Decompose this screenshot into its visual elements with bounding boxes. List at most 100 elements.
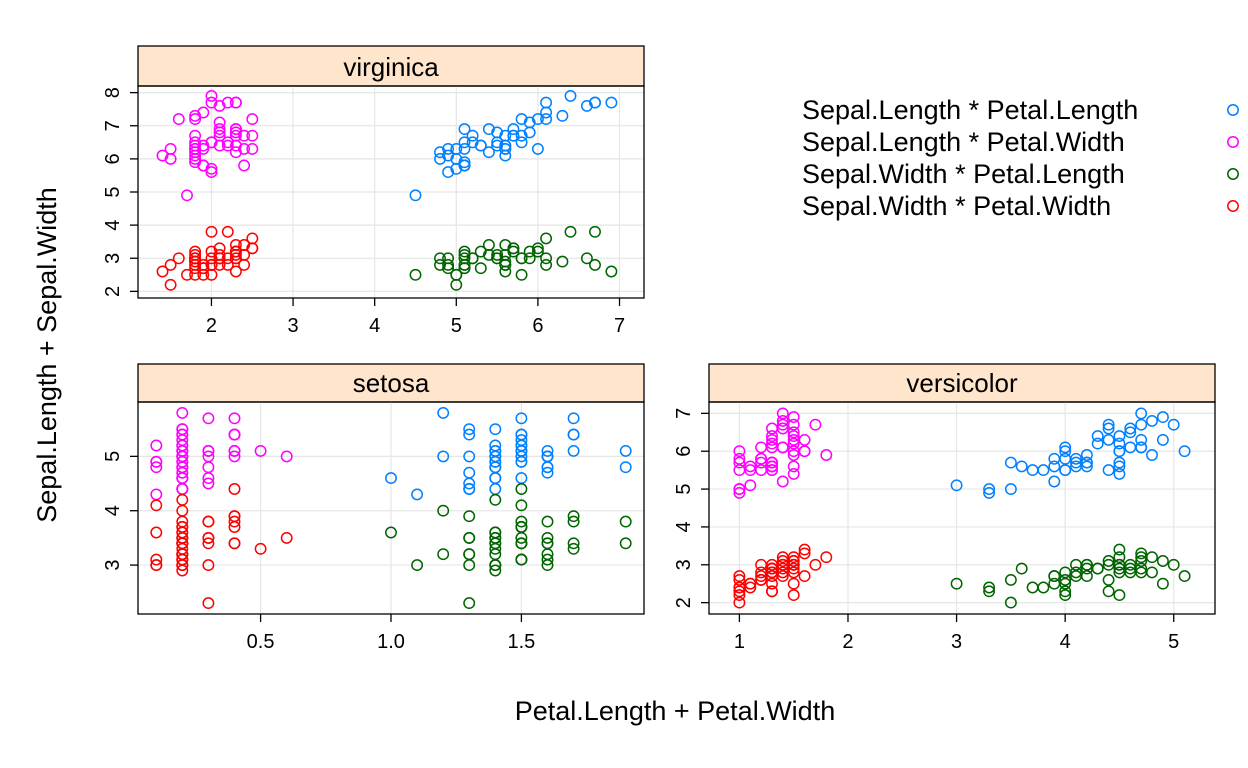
point-setosa-3-6 bbox=[202, 537, 215, 550]
y-tick-label-versicolor-3: 5 bbox=[673, 484, 695, 495]
point-versicolor-2-1 bbox=[1113, 551, 1126, 564]
point-setosa-1-45 bbox=[202, 461, 215, 474]
point-setosa-1-42 bbox=[176, 483, 189, 495]
point-versicolor-1-20 bbox=[820, 449, 833, 461]
point-virginica-0-45 bbox=[466, 129, 479, 142]
point-versicolor-2-43 bbox=[983, 585, 996, 598]
strip-label-virginica: virginica bbox=[343, 52, 439, 82]
legend-key-2 bbox=[1227, 168, 1239, 180]
point-versicolor-0-41 bbox=[1124, 441, 1137, 454]
point-versicolor-0-22 bbox=[1156, 433, 1169, 446]
point-versicolor-1-7 bbox=[733, 486, 746, 499]
point-versicolor-1-4 bbox=[787, 426, 800, 439]
point-versicolor-2-48 bbox=[950, 577, 963, 590]
point-virginica-3-46 bbox=[197, 268, 210, 281]
point-setosa-1-41 bbox=[202, 477, 215, 490]
point-setosa-2-15 bbox=[515, 483, 528, 495]
y-tick-label-versicolor-1: 3 bbox=[673, 559, 695, 570]
point-versicolor-3-1 bbox=[787, 551, 800, 564]
point-virginica-2-5 bbox=[580, 252, 593, 265]
point-virginica-3-44 bbox=[246, 242, 259, 255]
point-virginica-2-35 bbox=[540, 252, 553, 265]
point-virginica-0-5 bbox=[580, 99, 593, 112]
series-versicolor-2 bbox=[950, 543, 1191, 609]
point-versicolor-1-26 bbox=[776, 414, 789, 427]
point-versicolor-2-28 bbox=[1113, 562, 1126, 575]
point-versicolor-2-3 bbox=[1059, 585, 1072, 598]
point-versicolor-3-42 bbox=[755, 573, 768, 586]
point-versicolor-0-19 bbox=[1048, 460, 1061, 473]
point-versicolor-2-27 bbox=[1167, 558, 1180, 571]
point-setosa-3-32 bbox=[150, 499, 163, 512]
x-tick-label-virginica-0: 2 bbox=[206, 315, 217, 337]
point-versicolor-3-27 bbox=[809, 558, 822, 571]
point-setosa-0-18 bbox=[567, 412, 580, 425]
point-versicolor-2-35 bbox=[1113, 543, 1126, 556]
point-setosa-2-48 bbox=[515, 521, 528, 533]
point-setosa-2-8 bbox=[489, 564, 502, 577]
x-tick-label-virginica-5: 7 bbox=[614, 315, 625, 337]
point-versicolor-0-29 bbox=[1004, 456, 1017, 469]
point-versicolor-2-2 bbox=[1156, 555, 1169, 567]
point-virginica-0-34 bbox=[499, 149, 512, 162]
point-virginica-1-49 bbox=[189, 156, 202, 169]
point-versicolor-0-32 bbox=[1048, 452, 1061, 465]
point-virginica-1-6 bbox=[181, 189, 193, 202]
y-axis-label: Sepal.Length + Sepal.Width bbox=[32, 187, 62, 522]
point-virginica-3-10 bbox=[205, 245, 218, 258]
point-virginica-1-32 bbox=[221, 139, 234, 152]
legend-label-0: Sepal.Length * Petal.Length bbox=[802, 95, 1138, 125]
point-versicolor-0-0 bbox=[1135, 407, 1148, 420]
y-tick-label-virginica-4: 6 bbox=[102, 153, 124, 164]
point-setosa-1-12 bbox=[150, 461, 163, 474]
point-virginica-3-29 bbox=[172, 252, 185, 265]
point-virginica-3-34 bbox=[156, 265, 169, 278]
point-setosa-0-41 bbox=[463, 477, 476, 490]
point-virginica-0-21 bbox=[442, 166, 455, 179]
point-versicolor-2-31 bbox=[1026, 581, 1039, 594]
point-versicolor-3-37 bbox=[766, 585, 778, 598]
point-versicolor-0-27 bbox=[1167, 418, 1180, 431]
point-versicolor-2-40 bbox=[1102, 573, 1115, 586]
point-virginica-0-41 bbox=[458, 123, 471, 136]
point-versicolor-2-33 bbox=[1178, 570, 1191, 583]
point-setosa-0-40 bbox=[463, 450, 476, 463]
point-versicolor-3-43 bbox=[733, 585, 746, 598]
point-setosa-2-49 bbox=[489, 542, 502, 555]
point-versicolor-1-12 bbox=[733, 445, 746, 458]
point-versicolor-0-42 bbox=[1059, 452, 1072, 465]
legend: Sepal.Length * Petal.LengthSepal.Length … bbox=[802, 95, 1239, 221]
point-versicolor-3-44 bbox=[766, 570, 778, 583]
point-setosa-2-24 bbox=[619, 537, 632, 550]
y-tick-label-virginica-6: 8 bbox=[102, 87, 124, 98]
point-versicolor-3-29 bbox=[733, 573, 746, 586]
point-versicolor-0-16 bbox=[1113, 460, 1126, 473]
point-versicolor-2-45 bbox=[1080, 558, 1093, 571]
legend-label-2: Sepal.Width * Petal.Length bbox=[802, 159, 1125, 189]
point-setosa-0-48 bbox=[515, 434, 528, 447]
point-virginica-1-28 bbox=[213, 139, 226, 152]
panel-frame-versicolor bbox=[708, 401, 1216, 615]
y-tick-label-setosa-2: 5 bbox=[102, 451, 124, 462]
point-setosa-2-14 bbox=[437, 504, 450, 517]
x-tick-label-setosa-1: 1.0 bbox=[377, 631, 405, 653]
point-versicolor-2-47 bbox=[1091, 562, 1104, 575]
point-setosa-0-13 bbox=[411, 488, 424, 501]
point-versicolor-1-48 bbox=[744, 479, 757, 492]
point-virginica-0-31 bbox=[564, 89, 577, 102]
point-versicolor-0-39 bbox=[1059, 464, 1072, 477]
point-versicolor-0-10 bbox=[1004, 483, 1017, 496]
point-versicolor-3-12 bbox=[733, 589, 746, 602]
point-virginica-0-43 bbox=[523, 126, 536, 139]
point-versicolor-1-16 bbox=[787, 460, 800, 473]
y-tick-label-virginica-1: 3 bbox=[102, 253, 124, 264]
point-versicolor-0-48 bbox=[950, 479, 963, 492]
point-virginica-0-0 bbox=[531, 142, 544, 155]
point-setosa-0-37 bbox=[489, 455, 502, 468]
point-virginica-0-10 bbox=[458, 136, 471, 149]
point-versicolor-3-31 bbox=[733, 581, 746, 594]
point-virginica-1-35 bbox=[229, 96, 242, 109]
series-setosa-3 bbox=[150, 483, 293, 610]
point-versicolor-2-41 bbox=[1124, 558, 1137, 571]
point-setosa-1-23 bbox=[254, 444, 267, 457]
